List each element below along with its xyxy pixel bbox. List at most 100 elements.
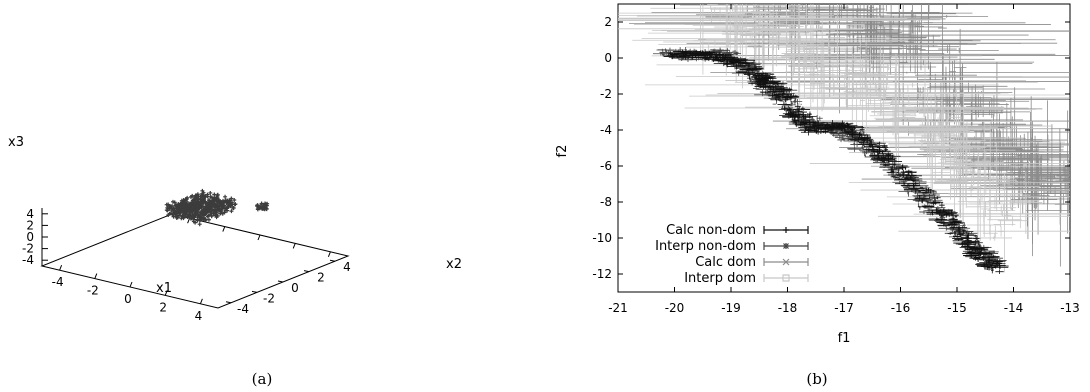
panel-b-point-0 <box>782 96 790 103</box>
panel-a-y-tick <box>303 270 310 273</box>
panel-b-point-1 <box>870 152 874 155</box>
panel-b-point-0 <box>800 106 805 111</box>
panel-b-x-label: f1 <box>838 331 851 346</box>
panel-b-point-0 <box>980 265 995 268</box>
panel-b-point-0 <box>971 251 987 258</box>
panel-a-point <box>195 207 200 212</box>
panel-b-point-0 <box>822 125 841 132</box>
panel-b-point-2 <box>1056 175 1070 177</box>
panel-a-point <box>220 211 225 216</box>
panel-a-point <box>232 197 237 202</box>
panel-a-point <box>197 222 202 227</box>
panel-b-point-0 <box>770 91 779 99</box>
panel-a-x-tick <box>94 273 98 279</box>
panel-b-point-3 <box>860 115 1033 128</box>
panel-a-point <box>200 212 205 217</box>
panel-b-point-3 <box>742 20 793 34</box>
panel-b-point-3 <box>949 163 971 171</box>
panel-b-legend-marker <box>782 258 790 266</box>
panel-b-point-0 <box>803 122 808 125</box>
panel-b-point-3 <box>919 118 926 132</box>
panel-a-point <box>173 203 178 208</box>
panel-a-y-label: x2 <box>446 257 462 272</box>
panel-a-point <box>260 205 265 210</box>
panel-b-point-0 <box>939 202 945 209</box>
panel-b-point-0 <box>956 231 964 238</box>
panel-b-point-0 <box>759 86 778 89</box>
panel-b-point-0 <box>838 122 840 130</box>
panel-a-x-label: x1 <box>156 281 172 296</box>
panel-b-point-3 <box>806 90 886 106</box>
panel-b-point-0 <box>928 217 946 221</box>
panel-b-legend-label: Calc dom <box>695 255 756 270</box>
panel-a-point <box>171 206 176 211</box>
panel-b-point-0 <box>798 126 815 129</box>
panel-b-point-0 <box>990 267 994 274</box>
panel-b-point-1 <box>811 116 814 122</box>
panel-b-point-1 <box>948 235 960 239</box>
panel-a-point <box>202 195 207 200</box>
panel-b-x-tick-label: -16 <box>891 301 911 315</box>
panel-b-point-0 <box>797 108 800 114</box>
panel-b-point-0 <box>864 141 878 148</box>
panel-a-y-tick <box>329 259 336 262</box>
panel-a-back-tick <box>327 251 331 257</box>
panel-b-point-2 <box>1038 185 1070 187</box>
panel-b-point-0 <box>808 130 811 132</box>
panel-a-point <box>222 205 227 210</box>
panel-b-point-3 <box>894 117 921 120</box>
panel-b-point-2 <box>1011 191 1058 208</box>
panel-b-point-0 <box>681 51 687 55</box>
panel-b-point-3 <box>618 4 891 66</box>
panel-b-point-0 <box>965 233 969 241</box>
panel-b-point-1 <box>788 123 800 125</box>
panel-b-point-3 <box>785 48 834 54</box>
panel-a-point <box>206 197 211 202</box>
panel-b-legend-label: Interp dom <box>684 271 756 286</box>
panel-b-point-3 <box>923 142 1016 158</box>
panel-b-point-0 <box>869 152 888 159</box>
panel-a-y-tick-label: 0 <box>291 281 299 295</box>
panel-a-point <box>191 205 196 210</box>
panel-b-point-0 <box>995 269 1004 275</box>
panel-b-point-3 <box>974 143 1019 212</box>
panel-b-point-0 <box>935 217 948 222</box>
panel-b-point-0 <box>693 52 707 55</box>
panel-a-x-tick <box>164 290 168 296</box>
panel-a-point <box>216 205 221 210</box>
panel-b-point-0 <box>882 166 900 174</box>
panel-a-point <box>179 216 184 221</box>
panel-b-point-3 <box>975 236 1013 240</box>
panel-b-point-3 <box>695 4 706 59</box>
panel-a-point <box>198 199 203 204</box>
panel-b-point-0 <box>787 107 792 111</box>
panel-b-point-0 <box>916 199 929 204</box>
panel-b-point-1 <box>923 207 933 209</box>
panel-b-point-0 <box>881 156 896 163</box>
panel-b-point-3 <box>868 46 893 116</box>
panel-b-point-3 <box>929 144 986 151</box>
panel-b-point-2 <box>1007 183 1070 194</box>
panel-b-point-1 <box>784 98 787 103</box>
panel-a-point <box>201 197 206 202</box>
panel-b-point-3 <box>970 174 978 186</box>
panel-b-point-2 <box>980 131 1070 240</box>
panel-a-point <box>168 204 173 209</box>
panel-b-point-2 <box>573 0 892 3</box>
panel-b-point-3 <box>724 4 731 51</box>
panel-b-y-tick-label: 0 <box>604 51 612 65</box>
panel-b-point-0 <box>736 61 745 65</box>
panel-b-point-1 <box>938 226 954 231</box>
panel-b-point-0 <box>714 53 718 59</box>
panel-a-y-tick <box>277 280 284 283</box>
panel-b-point-0 <box>667 54 678 57</box>
panel-b-point-0 <box>878 153 894 155</box>
panel-b-point-1 <box>816 116 823 121</box>
panel-a-point <box>265 201 270 206</box>
panel-b-point-3 <box>817 69 864 72</box>
panel-b-point-0 <box>805 128 817 132</box>
panel-a-point <box>182 214 187 219</box>
panel-a-y-tick-label: 2 <box>317 271 325 285</box>
